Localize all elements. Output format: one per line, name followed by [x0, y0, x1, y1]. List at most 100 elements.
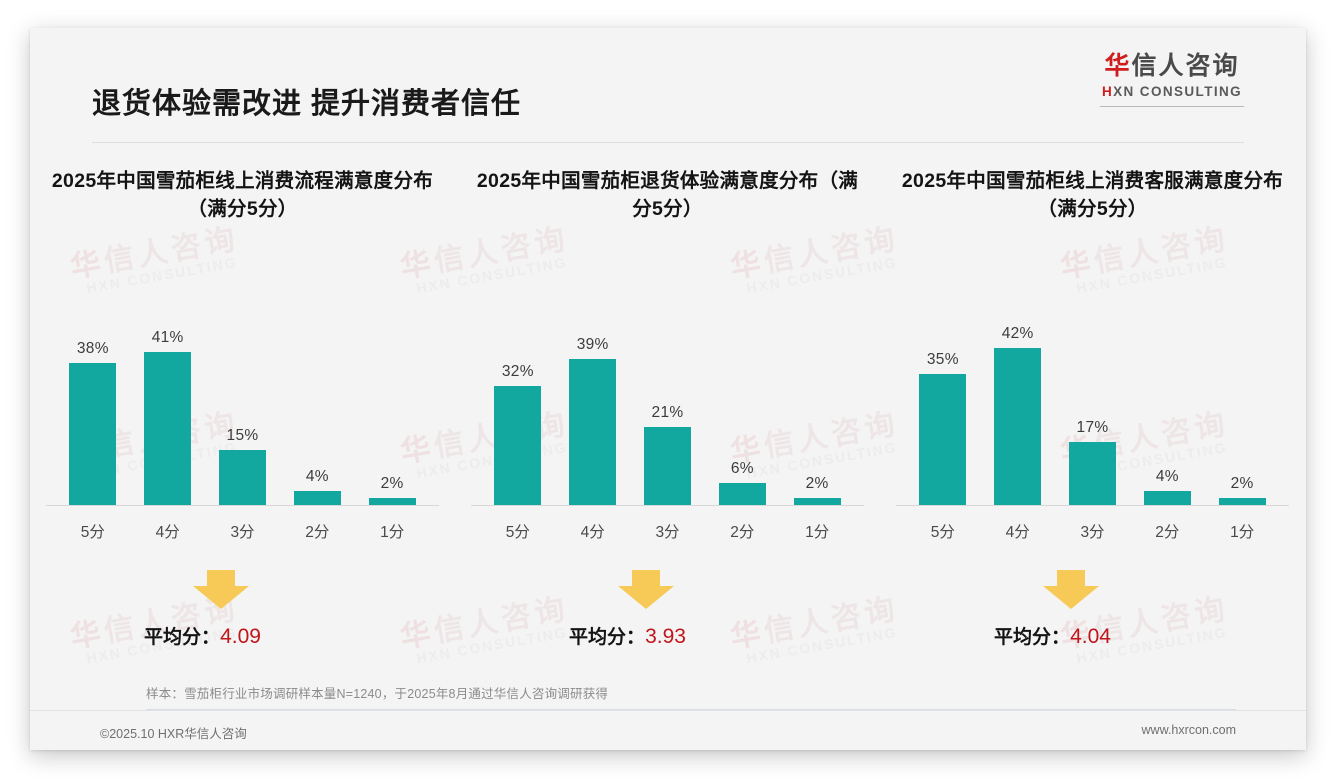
bar-rect[interactable]	[494, 385, 542, 506]
bar-plot: 35% 42% 17% 4%	[896, 276, 1289, 506]
sample-footnote: 样本：雪茄柜行业市场调研样本量N=1240，于2025年8月通过华信人咨询调研获…	[146, 687, 609, 701]
category-label: 4分	[155, 524, 180, 541]
category-label: 1分	[1230, 524, 1255, 541]
average-annotation: 平均分：4.04	[896, 570, 1289, 664]
category-labels: 5分 4分 3分 2分 1分	[471, 520, 864, 542]
bar-item[interactable]: 2%	[1209, 276, 1275, 506]
bar-value-label: 4%	[305, 467, 329, 485]
bar-rect[interactable]	[1218, 498, 1266, 506]
brand-logo: 华信人咨询 HXN CONSULTING	[1100, 54, 1244, 107]
bar-plot: 32% 39% 21% 6%	[471, 276, 864, 506]
chart-title: 2025年中国雪茄柜退货体验满意度分布（满分5分）	[476, 170, 859, 220]
bar-item[interactable]: 41%	[135, 276, 201, 506]
average-score-value: 4.04	[1070, 625, 1111, 648]
x-axis-line	[896, 505, 1289, 506]
bar-rect[interactable]	[718, 483, 766, 506]
category-label: 5分	[930, 524, 955, 541]
category-label: 4分	[1005, 524, 1030, 541]
footnote-divider	[146, 709, 1236, 710]
category-label: 3分	[230, 524, 255, 541]
category-label: 3分	[655, 524, 680, 541]
average-score-value: 3.93	[645, 625, 686, 648]
average-annotation: 平均分：3.93	[471, 570, 864, 664]
bar-value-label: 35%	[926, 351, 959, 369]
logo-chinese-text: 华信人咨询	[1100, 54, 1244, 79]
bar-value-label: 17%	[1076, 419, 1109, 437]
bar-rect[interactable]	[69, 363, 117, 506]
category-labels: 5分 4分 3分 2分 1分	[896, 520, 1289, 542]
category-label: 2分	[1155, 524, 1180, 541]
bar-item[interactable]: 35%	[910, 276, 976, 506]
average-score-text: 平均分：4.04	[994, 622, 1111, 649]
average-score-value: 4.09	[220, 625, 261, 648]
bar-rect[interactable]	[569, 359, 617, 506]
bar-rect[interactable]	[219, 449, 266, 506]
average-score-label: 平均分：	[144, 627, 221, 648]
down-arrow-icon	[192, 570, 249, 609]
slide-footer: ©2025.10 HXR华信人咨询 www.hxrcon.com	[30, 710, 1306, 750]
header-divider	[92, 142, 1244, 143]
average-score-text: 平均分：4.09	[144, 622, 261, 649]
logo-english-text: HXN CONSULTING	[1100, 85, 1244, 99]
category-labels: 5分 4分 3分 2分 1分	[46, 520, 439, 542]
bar-value-label: 21%	[651, 404, 684, 422]
bar-group: 38% 41% 15% 4%	[60, 276, 425, 506]
bar-value-label: 2%	[380, 475, 404, 493]
chart-panel-2: 2025年中国雪茄柜退货体验满意度分布（满分5分） 32% 39% 21%	[455, 168, 880, 664]
logo-rest-chars: 信人咨询	[1131, 52, 1240, 80]
bar-rect[interactable]	[144, 351, 192, 506]
bar-value-label: 42%	[1001, 325, 1034, 343]
category-label: 2分	[305, 524, 330, 541]
bar-item[interactable]: 2%	[359, 276, 425, 506]
footer-copyright: ©2025.10 HXR华信人咨询	[100, 727, 247, 741]
bar-item[interactable]: 32%	[485, 276, 551, 506]
bar-item[interactable]: 6%	[709, 276, 775, 506]
logo-en-rest: XN CONSULTING	[1113, 84, 1243, 99]
category-label: 3分	[1080, 524, 1105, 541]
bar-item[interactable]: 42%	[985, 276, 1051, 506]
slide-header: 退货体验需改进 提升消费者信任 华信人咨询 HXN CONSULTING	[30, 28, 1306, 124]
category-label: 1分	[805, 524, 830, 541]
bar-item[interactable]: 17%	[1060, 276, 1126, 506]
bar-item[interactable]: 2%	[784, 276, 850, 506]
bar-value-label: 39%	[576, 336, 609, 354]
bar-value-label: 2%	[805, 475, 829, 493]
logo-en-red-char: H	[1101, 84, 1114, 99]
x-axis-line	[471, 505, 864, 506]
page-title: 退货体验需改进 提升消费者信任	[92, 88, 522, 120]
bar-value-label: 41%	[151, 328, 184, 346]
average-score-label: 平均分：	[569, 627, 646, 648]
bar-item[interactable]: 15%	[210, 276, 276, 506]
bar-item[interactable]: 21%	[635, 276, 701, 506]
bar-rect[interactable]	[293, 490, 341, 506]
average-score-label: 平均分：	[994, 627, 1071, 648]
bar-group: 32% 39% 21% 6%	[485, 276, 850, 506]
average-annotation: 平均分：4.09	[46, 570, 439, 664]
footer-website[interactable]: www.hxrcon.com	[1141, 723, 1236, 737]
chart-title: 2025年中国雪茄柜线上消费客服满意度分布（满分5分）	[901, 170, 1284, 220]
slide-card: 华信人咨询 HXN CONSULTING 华信人咨询 HXN CONSULTING 华信…	[30, 28, 1306, 750]
bar-group: 35% 42% 17% 4%	[910, 276, 1275, 506]
bar-value-label: 4%	[1155, 467, 1179, 485]
category-label: 5分	[505, 524, 530, 541]
bar-plot: 38% 41% 15% 4%	[46, 276, 439, 506]
chart-panel-1: 2025年中国雪茄柜线上消费流程满意度分布（满分5分） 38% 41% 15%	[30, 168, 455, 664]
bar-rect[interactable]	[1069, 442, 1116, 506]
down-arrow-icon	[617, 570, 674, 609]
category-label: 4分	[580, 524, 605, 541]
bar-rect[interactable]	[994, 348, 1042, 506]
category-label: 1分	[380, 524, 405, 541]
bar-rect[interactable]	[1143, 490, 1191, 506]
bar-item[interactable]: 4%	[1134, 276, 1200, 506]
bar-item[interactable]: 39%	[560, 276, 626, 506]
bar-rect[interactable]	[793, 498, 841, 506]
bar-rect[interactable]	[644, 427, 691, 506]
bar-item[interactable]: 4%	[284, 276, 350, 506]
bar-rect[interactable]	[919, 374, 967, 506]
bar-item[interactable]: 38%	[60, 276, 126, 506]
chart-panel-3: 2025年中国雪茄柜线上消费客服满意度分布（满分5分） 35% 42% 17%	[880, 168, 1305, 664]
x-axis-line	[46, 505, 439, 506]
bar-rect[interactable]	[368, 498, 416, 506]
bar-value-label: 38%	[76, 340, 109, 358]
charts-row: 2025年中国雪茄柜线上消费流程满意度分布（满分5分） 38% 41% 15%	[30, 168, 1306, 664]
